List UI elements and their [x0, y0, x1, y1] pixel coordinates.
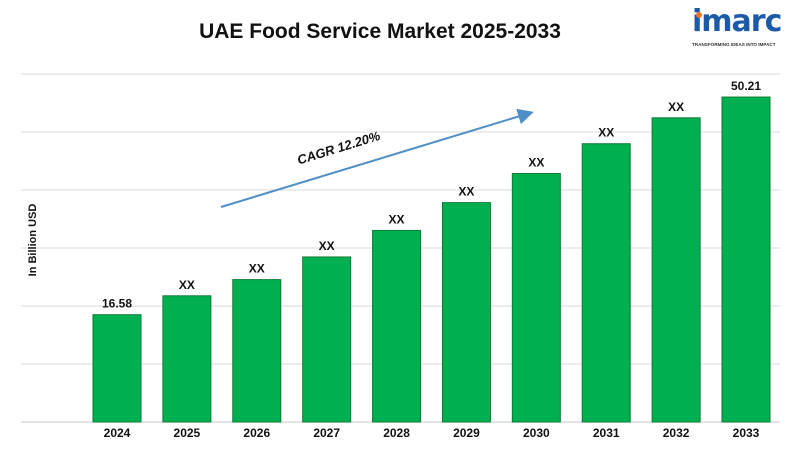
bar-2025 — [162, 295, 212, 423]
x-tick-2029: 2029 — [453, 426, 480, 440]
chart-title: UAE Food Service Market 2025-2033 — [199, 20, 561, 43]
data-label-2030: XX — [528, 155, 544, 169]
x-tick-2028: 2028 — [383, 426, 410, 440]
y-axis-label: In Billion USD — [27, 204, 39, 277]
logo-tagline: TRANSFORMING IDEAS INTO IMPACT — [692, 42, 776, 47]
data-label-2032: XX — [668, 100, 684, 114]
logo-dot-icon — [696, 12, 702, 18]
bar-2030 — [511, 172, 561, 423]
x-tick-2033: 2033 — [733, 426, 760, 440]
data-label-2026: XX — [249, 262, 265, 276]
bar-2032 — [651, 117, 701, 423]
data-labels: 16.58 XX XX XX XX XX XX XX XX 50.21 — [102, 79, 761, 311]
imarc-logo: imarc TRANSFORMING IDEAS INTO IMPACT — [690, 4, 790, 52]
x-tick-2025: 2025 — [174, 426, 201, 440]
x-tick-labels: 2024 2025 2026 2027 2028 2029 2030 2031 2032 2033 — [104, 426, 760, 440]
data-label-2029: XX — [458, 185, 474, 199]
data-label-2033: 50.21 — [731, 79, 761, 93]
x-tick-2026: 2026 — [243, 426, 270, 440]
bar-2028 — [372, 229, 422, 423]
bars — [92, 96, 771, 423]
x-tick-2031: 2031 — [593, 426, 620, 440]
x-tick-2032: 2032 — [663, 426, 690, 440]
x-tick-2024: 2024 — [104, 426, 131, 440]
bar-2026 — [232, 279, 282, 423]
bar-2031 — [581, 143, 631, 423]
x-tick-2027: 2027 — [313, 426, 340, 440]
x-tick-2030: 2030 — [523, 426, 550, 440]
data-label-2025: XX — [179, 278, 195, 292]
data-label-2028: XX — [389, 212, 405, 226]
bar-2024 — [92, 314, 142, 423]
bar-2027 — [302, 256, 352, 423]
bar-2033 — [721, 96, 771, 423]
data-label-2031: XX — [598, 126, 614, 140]
data-label-2027: XX — [319, 239, 335, 253]
data-label-2024: 16.58 — [102, 297, 132, 311]
cagr-arrow — [220, 108, 534, 208]
bar-2029 — [441, 202, 491, 423]
logo-wordmark: imarc — [692, 4, 782, 39]
